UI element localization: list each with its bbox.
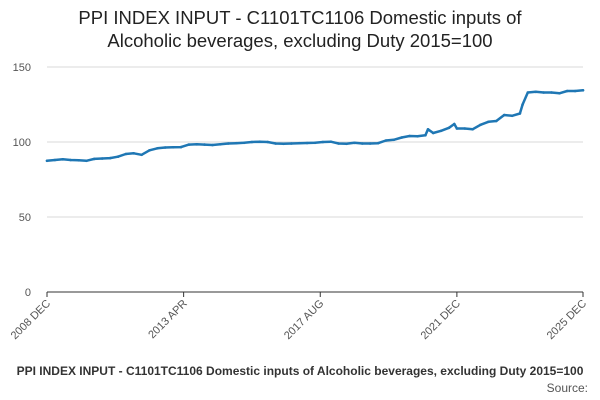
plot-series [45,89,585,163]
data-point [376,141,380,145]
data-point [518,112,522,115]
data-point [392,138,396,142]
data-point [313,141,317,145]
data-point [573,89,577,93]
data-point [400,136,404,139]
chart-footer: PPI INDEX INPUT - C1101TC1106 Domestic i… [0,364,600,400]
data-point [195,143,199,146]
data-point [203,143,206,146]
data-point [85,159,88,163]
data-point [297,141,301,145]
x-tick-label: 2017 AUG [282,298,326,342]
data-point [124,152,128,156]
data-point [69,158,72,162]
data-point [187,143,191,146]
data-point [479,123,482,127]
data-point [424,134,427,137]
data-point [495,119,498,123]
data-point [148,149,151,152]
data-point [305,141,309,145]
y-tick-label: 50 [19,212,31,224]
x-tick-label: 2025 DEC [545,298,589,342]
data-point [361,142,364,145]
chart-title-line-1: PPI INDEX INPUT - C1101TC1106 Domestic i… [78,7,522,28]
data-point [542,91,545,94]
data-point [219,143,222,146]
data-point [77,159,80,162]
data-point [345,142,348,146]
x-tick-label: 2021 DEC [419,298,463,342]
data-point [274,142,277,145]
data-point [431,131,435,135]
data-point [93,157,96,161]
data-point [526,91,530,94]
data-point [282,142,285,146]
data-point [171,146,175,149]
x-tick-label: 2013 APR [146,298,190,342]
data-point [455,127,459,130]
data-point [163,146,167,149]
x-axis: 2008 DEC 2013 APR 2017 AUG 2021 DEC 2025 DEC [9,291,589,342]
data-point [140,153,143,157]
data-point [321,140,325,144]
data-point [329,140,333,143]
data-point [510,114,514,118]
data-point [108,156,112,160]
data-point [290,142,293,145]
data-point [471,128,474,131]
data-point [258,140,262,143]
data-point [581,89,585,92]
data-point [368,142,372,145]
y-axis: 0 50 100 150 [13,62,31,299]
chart-title: PPI INDEX INPUT - C1101TC1106 Domestic i… [0,6,600,52]
data-point [416,135,419,138]
data-point [45,159,49,163]
data-point [521,103,524,106]
data-point [179,145,183,149]
data-point [447,126,451,130]
data-point [227,142,230,145]
chart-title-line-2: Alcoholic beverages, excluding Duty 2015… [107,30,493,51]
data-point [266,140,270,144]
y-tick-label: 150 [13,62,31,74]
footer-series-title: PPI INDEX INPUT - C1101TC1106 Domestic i… [16,364,584,378]
data-point [502,113,506,117]
data-point [211,143,214,147]
data-point [453,122,456,126]
x-tick-label: 2008 DEC [9,298,53,342]
data-point [353,141,356,145]
data-point [534,90,537,94]
data-point [487,120,490,124]
data-point [426,128,430,131]
data-point [463,127,467,130]
data-point [53,158,57,162]
series-line [45,89,585,163]
data-point [100,157,104,160]
data-point [116,155,120,158]
data-point [384,139,388,142]
data-point [408,134,411,138]
y-tick-label: 100 [13,137,31,149]
data-point [242,141,246,145]
data-point [234,141,238,145]
data-point [439,129,443,133]
data-point [250,140,254,144]
data-point [156,147,159,150]
data-point [565,89,569,93]
data-point [337,142,340,145]
footer-source-label: Source: [546,381,588,395]
data-point [132,152,135,155]
data-point [550,91,553,94]
data-point [558,92,561,95]
y-tick-label: 0 [25,287,31,299]
data-point [61,158,65,161]
